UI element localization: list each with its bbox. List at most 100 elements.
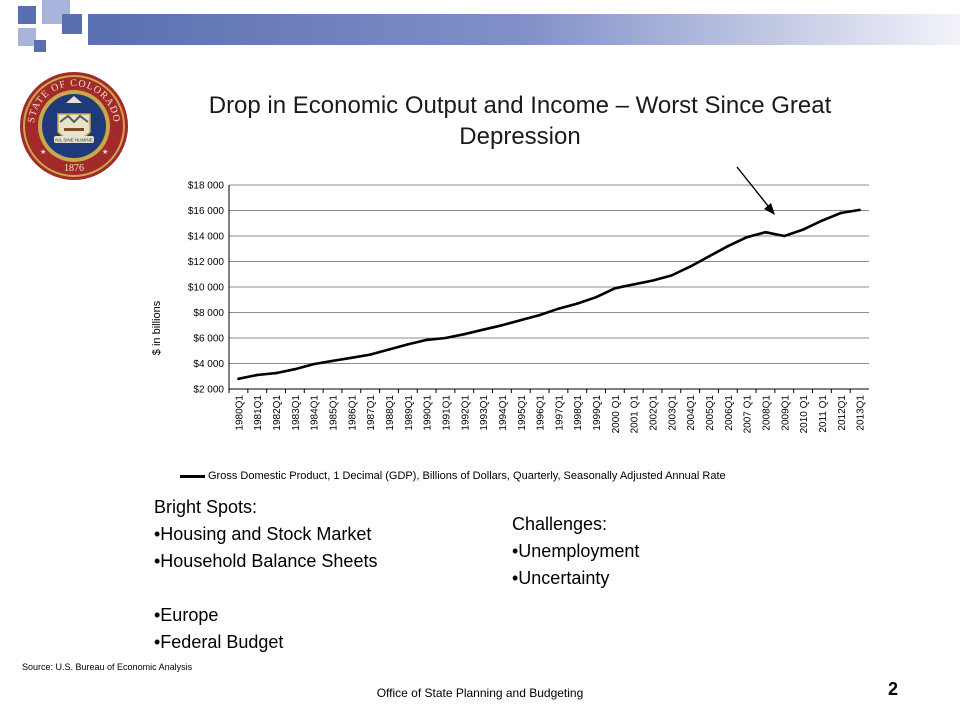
x-tick-label: 2000 Q1 [611, 395, 622, 434]
series-points [237, 208, 861, 381]
data-point-1989Q1 [406, 343, 410, 346]
chart-legend: Gross Domestic Product, 1 Decimal (GDP),… [180, 470, 726, 482]
challenges: Challenges: •Unemployment •Uncertainty [512, 511, 639, 592]
x-tick-label: 1994Q1 [498, 395, 509, 431]
x-tick-label: 2005Q1 [705, 395, 716, 431]
data-point-1995Q1 [519, 318, 523, 322]
x-tick-label: 2013Q1 [856, 395, 867, 431]
deco-square [18, 28, 36, 46]
y-tick-label: $2 000 [193, 385, 224, 396]
data-point-2006Q1 [726, 244, 730, 248]
bright-spot-item: •Europe [154, 605, 219, 625]
deco-square [18, 6, 36, 24]
state-of-colorado-seal-icon: NIL SINE NUMINE STATE OF COLORADO 1876 ★… [20, 72, 128, 180]
y-tick-label: $14 000 [188, 232, 225, 243]
seal-motto: NIL SINE NUMINE [55, 138, 93, 143]
data-point-1987Q1 [368, 353, 372, 356]
x-axis-ticks: 1980Q1 1981Q1 1982Q1 1983Q1 1984Q1 1985Q1 1986… [228, 389, 867, 434]
data-point-1999Q1 [594, 295, 598, 299]
source-note: Source: U.S. Bureau of Economic Analysis [22, 662, 193, 672]
y-tick-label: $6 000 [193, 334, 224, 345]
x-tick-label: 1992Q1 [460, 395, 471, 431]
x-tick-label: 1993Q1 [479, 395, 490, 431]
bright-spot-item: •Housing and Stock Market [154, 524, 372, 544]
bright-spot-item: •Household Balance Sheets [154, 551, 378, 571]
page-number: 2 [888, 679, 899, 699]
footer-office: Office of State Planning and Budgeting [376, 686, 584, 700]
y-axis-label: $ in billions [151, 300, 163, 355]
data-point-1981Q1 [255, 373, 259, 377]
data-point-2010Q1 [801, 228, 805, 231]
series-line-gdp [238, 208, 860, 381]
x-tick-label: 1997Q1 [554, 395, 565, 431]
data-point-1997Q1 [557, 307, 560, 310]
x-tick-label: 2006Q1 [724, 395, 735, 431]
data-point-1994Q1 [500, 323, 504, 327]
data-point-2008Q1 [764, 230, 767, 234]
y-tick-label: $16 000 [188, 206, 225, 217]
x-tick-label: 2007 Q1 [743, 395, 754, 434]
challenge-item: •Unemployment [512, 541, 640, 561]
data-point-2012Q1 [839, 211, 843, 215]
x-tick-label: 1996Q1 [536, 395, 547, 431]
data-point-2004Q1 [688, 265, 692, 268]
data-point-1996Q1 [538, 313, 541, 317]
data-point-2005Q1 [707, 255, 711, 258]
data-point-1993Q1 [481, 328, 485, 332]
x-tick-label: 1982Q1 [272, 395, 283, 431]
data-point-2013Q1 [858, 208, 861, 212]
y-tick-label: $18 000 [188, 181, 225, 192]
svg-text:★: ★ [40, 148, 46, 156]
x-tick-label: 1999Q1 [592, 395, 603, 431]
bright-spots: Bright Spots: •Housing and Stock Market … [154, 494, 377, 656]
x-tick-label: 1984Q1 [310, 395, 321, 431]
x-tick-label: 1990Q1 [423, 395, 434, 431]
y-tick-label: $12 000 [188, 257, 225, 268]
y-tick-label: $4 000 [193, 359, 224, 370]
x-tick-label: 1985Q1 [329, 395, 340, 431]
x-tick-label: 2003Q1 [667, 395, 678, 431]
bright-spot-item: •Federal Budget [154, 632, 284, 652]
data-point-2011Q1 [820, 219, 824, 222]
data-point-1988Q1 [387, 348, 391, 351]
x-tick-label: 2001 Q1 [630, 395, 641, 434]
data-point-2002Q1 [651, 279, 654, 282]
data-point-1998Q1 [575, 302, 579, 305]
data-point-1990Q1 [425, 338, 428, 342]
x-tick-label: 2009Q1 [780, 395, 791, 431]
data-point-2001Q1 [632, 283, 636, 286]
data-point-2009Q1 [782, 234, 786, 238]
x-tick-label: 1989Q1 [404, 395, 415, 431]
data-point-1991Q1 [444, 336, 447, 340]
x-tick-label: 1980Q1 [234, 395, 245, 431]
y-axis-ticks: $2 000 $4 000 $6 000 $8 000 $10 000 $12 000 $1… [188, 181, 225, 396]
bright-spots-heading: Bright Spots: [154, 497, 258, 517]
x-tick-label: 1998Q1 [573, 395, 584, 431]
data-point-1992Q1 [462, 332, 466, 336]
data-point-1985Q1 [331, 359, 334, 363]
data-point-1983Q1 [293, 367, 297, 371]
data-point-1980Q1 [237, 377, 240, 381]
data-point-1986Q1 [350, 356, 353, 360]
x-tick-label: 2008Q1 [761, 395, 772, 431]
x-tick-label: 1991Q1 [441, 395, 452, 431]
legend-swatch [180, 474, 205, 478]
seal-year: 1876 [64, 163, 84, 174]
x-tick-label: 1988Q1 [385, 395, 396, 431]
challenge-item: •Uncertainty [512, 568, 610, 588]
y-tick-label: $8 000 [193, 308, 224, 319]
data-point-2003Q1 [670, 274, 673, 277]
x-tick-label: 2002Q1 [649, 395, 660, 431]
x-tick-label: 2004Q1 [686, 395, 697, 431]
data-point-2000Q1 [613, 286, 617, 290]
header-gradient-bar [88, 14, 960, 45]
chart-gridlines [228, 184, 869, 390]
data-point-2007Q1 [745, 235, 748, 239]
x-tick-label: 1987Q1 [366, 395, 377, 431]
x-tick-label: 2011 Q1 [818, 395, 829, 433]
data-point-1982Q1 [274, 371, 278, 375]
x-tick-label: 1983Q1 [291, 395, 302, 431]
x-tick-label: 2010 Q1 [799, 395, 810, 434]
svg-text:★: ★ [102, 148, 108, 156]
x-tick-label: 1981Q1 [253, 395, 264, 431]
